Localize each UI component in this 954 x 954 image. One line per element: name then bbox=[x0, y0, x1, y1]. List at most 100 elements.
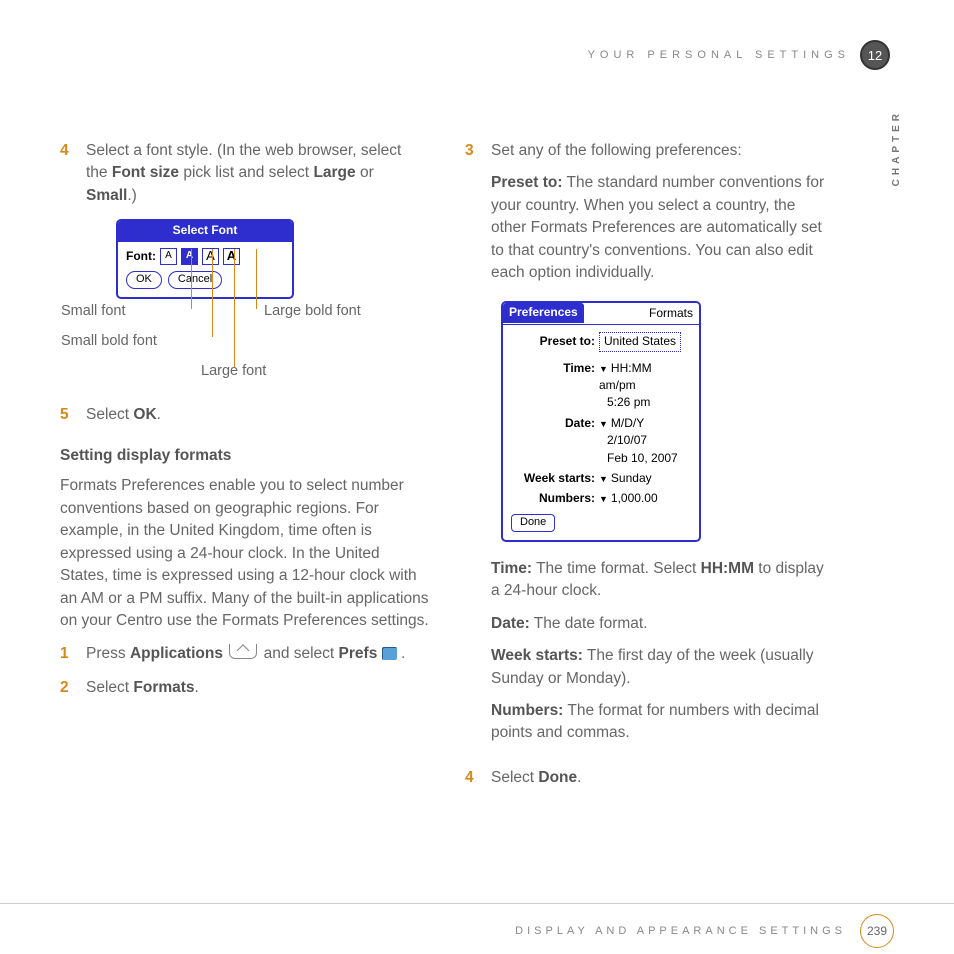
ok-button[interactable]: OK bbox=[126, 271, 162, 289]
dropdown-arrow-icon: ▼ bbox=[599, 494, 608, 504]
t: Set any of the following preferences: bbox=[491, 140, 831, 162]
t: . bbox=[577, 769, 581, 786]
step-2-formats: 2 Select Formats. bbox=[60, 677, 430, 699]
preset-to-picker[interactable]: United States bbox=[599, 332, 681, 351]
page-footer: DISPLAY AND APPEARANCE SETTINGS 239 bbox=[0, 903, 954, 948]
right-column: 3 Set any of the following preferences: … bbox=[465, 140, 835, 801]
prefs-body: Preset to: United States Time: ▼HH:MM am… bbox=[503, 325, 699, 539]
time-example: 5:26 pm bbox=[607, 394, 691, 411]
prefs-icon bbox=[382, 647, 397, 660]
t: Prefs bbox=[339, 645, 378, 662]
small-font-option[interactable]: A bbox=[160, 248, 177, 265]
large-bold-font-option[interactable]: A bbox=[223, 248, 240, 265]
callout-line bbox=[212, 249, 213, 337]
callout-large-bold-font: Large bold font bbox=[264, 301, 361, 322]
font-option-row: Font: A A A A bbox=[126, 248, 284, 265]
t: and select bbox=[264, 645, 339, 662]
time-picker[interactable]: ▼HH:MM am/pm bbox=[599, 360, 691, 395]
dialog-body: Font: A A A A OK Cancel bbox=[118, 242, 292, 297]
step-1-applications: 1 Press Applications and select Prefs . bbox=[60, 643, 430, 665]
section-heading: Setting display formats bbox=[60, 445, 430, 467]
week-desc: Week starts: The first day of the week (… bbox=[491, 645, 831, 690]
t: Small bbox=[86, 187, 127, 204]
step-text: Press Applications and select Prefs . bbox=[86, 643, 430, 665]
t: Time: bbox=[491, 560, 532, 577]
time-desc: Time: The time format. Select HH:MM to d… bbox=[491, 558, 831, 603]
t: The time format. Select bbox=[532, 560, 701, 577]
step-4-done: 4 Select Done. bbox=[465, 767, 835, 789]
step-text: Set any of the following preferences: Pr… bbox=[491, 140, 835, 755]
page-header: YOUR PERSONAL SETTINGS 12 bbox=[588, 40, 890, 70]
v: 1,000.00 bbox=[611, 491, 658, 505]
label: Time: bbox=[511, 360, 599, 377]
week-starts-row: Week starts: ▼Sunday bbox=[511, 470, 691, 487]
prefs-title-left: Preferences bbox=[503, 303, 584, 323]
t: Week starts: bbox=[491, 647, 583, 664]
chapter-number-badge: 12 bbox=[860, 40, 890, 70]
t: Date: bbox=[491, 615, 530, 632]
formats-paragraph: Formats Preferences enable you to select… bbox=[60, 475, 430, 632]
t: HH:MM bbox=[701, 560, 754, 577]
step-number: 4 bbox=[465, 767, 477, 789]
two-column-layout: 4 Select a font style. (In the web brows… bbox=[60, 140, 890, 801]
t: Font size bbox=[112, 164, 179, 181]
step-text: Select OK. bbox=[86, 404, 430, 426]
date-picker[interactable]: ▼M/D/Y bbox=[599, 415, 691, 432]
footer-section-label: DISPLAY AND APPEARANCE SETTINGS bbox=[515, 925, 846, 937]
t: Large bbox=[313, 164, 355, 181]
preferences-formats-dialog: Preferences Formats Preset to: United St… bbox=[501, 301, 701, 542]
callout-line bbox=[191, 249, 192, 309]
week-starts-picker[interactable]: ▼Sunday bbox=[599, 470, 691, 487]
t: Select bbox=[86, 406, 133, 423]
t: Select bbox=[491, 769, 538, 786]
t: Done bbox=[538, 769, 577, 786]
t: or bbox=[356, 164, 374, 181]
dialog-title: Select Font bbox=[118, 221, 292, 241]
applications-key-icon bbox=[229, 644, 257, 659]
numbers-row: Numbers: ▼1,000.00 bbox=[511, 490, 691, 507]
page-number-badge: 239 bbox=[860, 914, 894, 948]
step-4-font: 4 Select a font style. (In the web brows… bbox=[60, 140, 430, 207]
preset-to-desc: Preset to: The standard number conventio… bbox=[491, 172, 831, 284]
t: The date format. bbox=[530, 615, 648, 632]
left-column: 4 Select a font style. (In the web brows… bbox=[60, 140, 430, 801]
step-3-preferences: 3 Set any of the following preferences: … bbox=[465, 140, 835, 755]
callout-line bbox=[234, 249, 235, 367]
label: Date: bbox=[511, 415, 599, 432]
numbers-picker[interactable]: ▼1,000.00 bbox=[599, 490, 691, 507]
step-number: 1 bbox=[60, 643, 72, 665]
label: Numbers: bbox=[511, 490, 599, 507]
cancel-button[interactable]: Cancel bbox=[168, 271, 222, 289]
callout-small-bold-font: Small bold font bbox=[61, 331, 157, 352]
t: OK bbox=[133, 406, 156, 423]
date-example-1: 2/10/07 bbox=[607, 432, 691, 449]
step-number: 3 bbox=[465, 140, 477, 755]
large-font-option[interactable]: A bbox=[202, 248, 219, 265]
t: pick list and select bbox=[179, 164, 313, 181]
t: Applications bbox=[130, 645, 223, 662]
done-button[interactable]: Done bbox=[511, 514, 555, 532]
step-number: 5 bbox=[60, 404, 72, 426]
callout-large-font: Large font bbox=[201, 361, 266, 382]
dropdown-arrow-icon: ▼ bbox=[599, 474, 608, 484]
t: Preset to: bbox=[491, 174, 563, 191]
t: . bbox=[157, 406, 161, 423]
chapter-label-vertical: CHAPTER bbox=[891, 110, 902, 186]
date-example-2: Feb 10, 2007 bbox=[607, 450, 691, 467]
t: Press bbox=[86, 645, 130, 662]
numbers-desc: Numbers: The format for numbers with dec… bbox=[491, 700, 831, 745]
step-5-ok: 5 Select OK. bbox=[60, 404, 430, 426]
select-font-figure: Select Font Font: A A A A OK Cancel bbox=[116, 219, 366, 394]
t: Numbers: bbox=[491, 702, 563, 719]
date-desc: Date: The date format. bbox=[491, 613, 831, 635]
time-row: Time: ▼HH:MM am/pm bbox=[511, 360, 691, 395]
step-text: Select a font style. (In the web browser… bbox=[86, 140, 430, 207]
prefs-title-right: Formats bbox=[649, 305, 693, 322]
dropdown-arrow-icon: ▼ bbox=[599, 364, 608, 374]
t: . bbox=[397, 645, 406, 662]
label: Preset to: bbox=[511, 333, 599, 350]
step-text: Select Done. bbox=[491, 767, 835, 789]
small-bold-font-option[interactable]: A bbox=[181, 248, 198, 265]
select-font-dialog: Select Font Font: A A A A OK Cancel bbox=[116, 219, 294, 299]
label: Week starts: bbox=[511, 470, 599, 487]
